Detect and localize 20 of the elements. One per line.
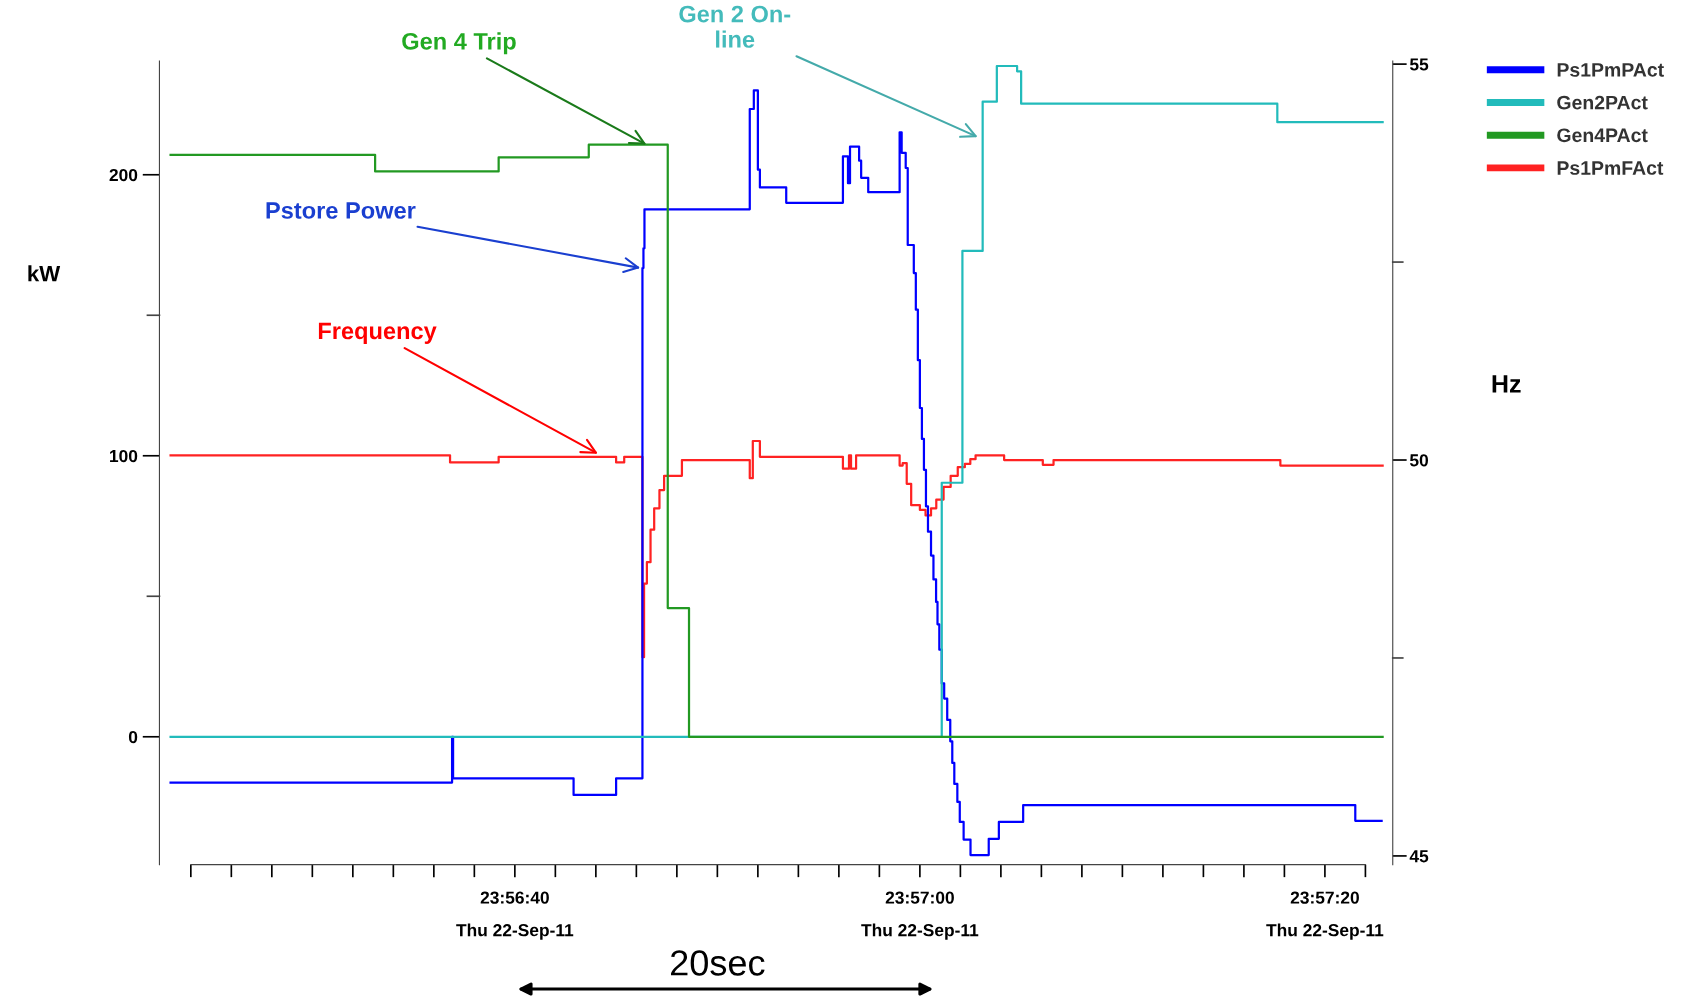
y-tick-label: 200 — [109, 168, 138, 182]
annotation: Pstore Power — [266, 202, 416, 219]
annotation: Gen 2 On- line — [679, 5, 791, 48]
legend-label: Gen2PAct — [1557, 95, 1648, 110]
y-tick-label: 0 — [128, 730, 138, 744]
y-axis-title: kW — [28, 265, 61, 282]
text: 20sec — [671, 950, 765, 976]
y2-tick-label: 55 — [1409, 58, 1429, 71]
annotation: Frequency — [318, 322, 437, 344]
y-tick-label: 100 — [110, 449, 138, 463]
legend-label: Ps1PmFAct — [1557, 161, 1664, 175]
x-tick-label: 23:56:40 Thu 22-Sep-11 — [456, 891, 574, 940]
x-tick-label: 23:57:00 Thu 22-Sep-11 — [861, 891, 979, 940]
legend-label: Ps1PmPAct — [1557, 63, 1664, 77]
annotation: Gen 4 Trip — [402, 32, 516, 55]
legend-label: Gen4PAct — [1557, 128, 1648, 143]
y2-tick-label: 45 — [1409, 850, 1429, 863]
y2-tick-label: 50 — [1409, 454, 1429, 467]
y2-axis-title: Hz — [1492, 375, 1521, 393]
x-tick-label: 23:57:20 Thu 22-Sep-11 — [1266, 891, 1384, 940]
